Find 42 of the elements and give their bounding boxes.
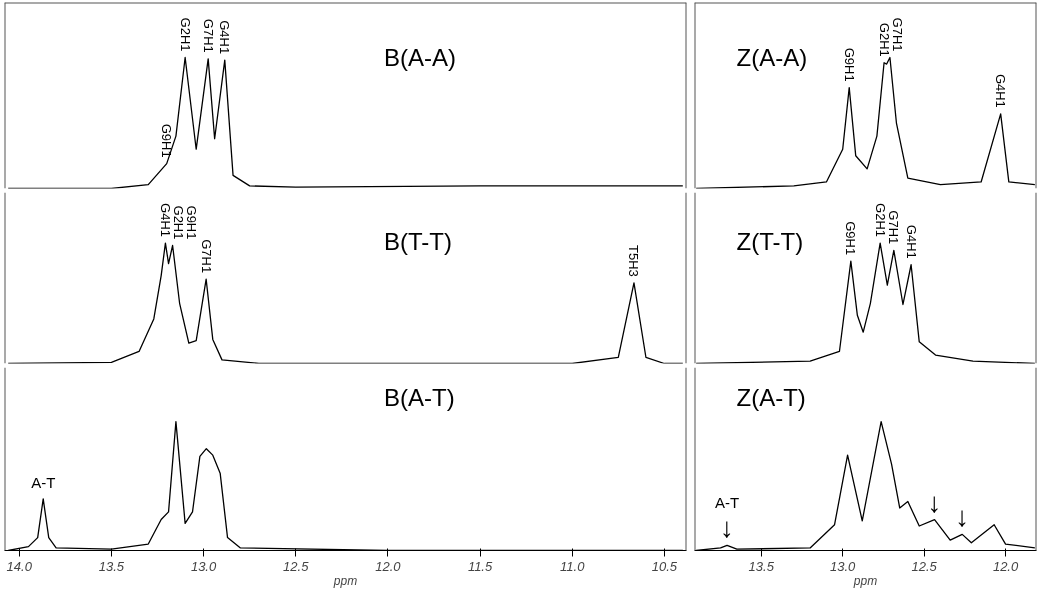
annotation: G2H1 <box>177 17 193 52</box>
x-tick-label: 10.5 <box>651 558 678 574</box>
annotation: G4H1 <box>217 20 233 55</box>
annotation: G9H1 <box>183 205 199 240</box>
annotation: G2H1 <box>170 205 186 240</box>
annotation: G9H1 <box>843 221 859 256</box>
annotation: G7H1 <box>200 18 216 53</box>
annotation: T5H3 <box>626 245 642 277</box>
annotation: G4H1 <box>993 73 1009 108</box>
annotation: ↓ <box>955 501 970 533</box>
chart-title: Z(A-T) <box>736 384 806 411</box>
x-axis-title: ppm <box>332 573 358 588</box>
x-tick-label: 12.0 <box>992 558 1019 574</box>
x-tick-label: 13.0 <box>190 558 217 574</box>
x-tick-label: 11.5 <box>467 558 493 574</box>
x-tick-label: 12.5 <box>911 558 938 574</box>
x-tick-label: 11.0 <box>560 558 586 574</box>
annotation: G7H1 <box>198 239 214 274</box>
annotation: G4H1 <box>157 203 173 238</box>
annotation: G2H1 <box>876 22 892 57</box>
chart-title: Z(T-T) <box>736 228 804 255</box>
chart-title: Z(A-A) <box>736 43 808 71</box>
x-tick-label: 13.0 <box>830 558 857 574</box>
annotation: G4H1 <box>903 224 919 259</box>
annotation: A-T <box>31 473 56 491</box>
x-tick-label: 12.0 <box>375 558 402 574</box>
annotation: G9H1 <box>159 123 175 158</box>
annotation: ↓ <box>927 486 942 518</box>
annotation: G7H1 <box>889 17 905 52</box>
x-tick-label: 13.5 <box>98 558 125 574</box>
x-axis-title: ppm <box>852 573 878 588</box>
chart-title: B(A-A) <box>384 43 456 71</box>
chart-title: B(T-T) <box>384 228 452 255</box>
annotation: G2H1 <box>872 203 888 238</box>
annotation: G9H1 <box>841 47 857 82</box>
x-tick-label: 13.5 <box>748 558 775 574</box>
annotation: A-T <box>714 494 740 512</box>
x-tick-label: 12.5 <box>283 558 310 574</box>
x-tick-label: 14.0 <box>6 558 33 574</box>
chart-title: B(A-T) <box>384 384 455 411</box>
annotation: ↓ <box>720 512 735 544</box>
annotation: G7H1 <box>886 210 902 245</box>
